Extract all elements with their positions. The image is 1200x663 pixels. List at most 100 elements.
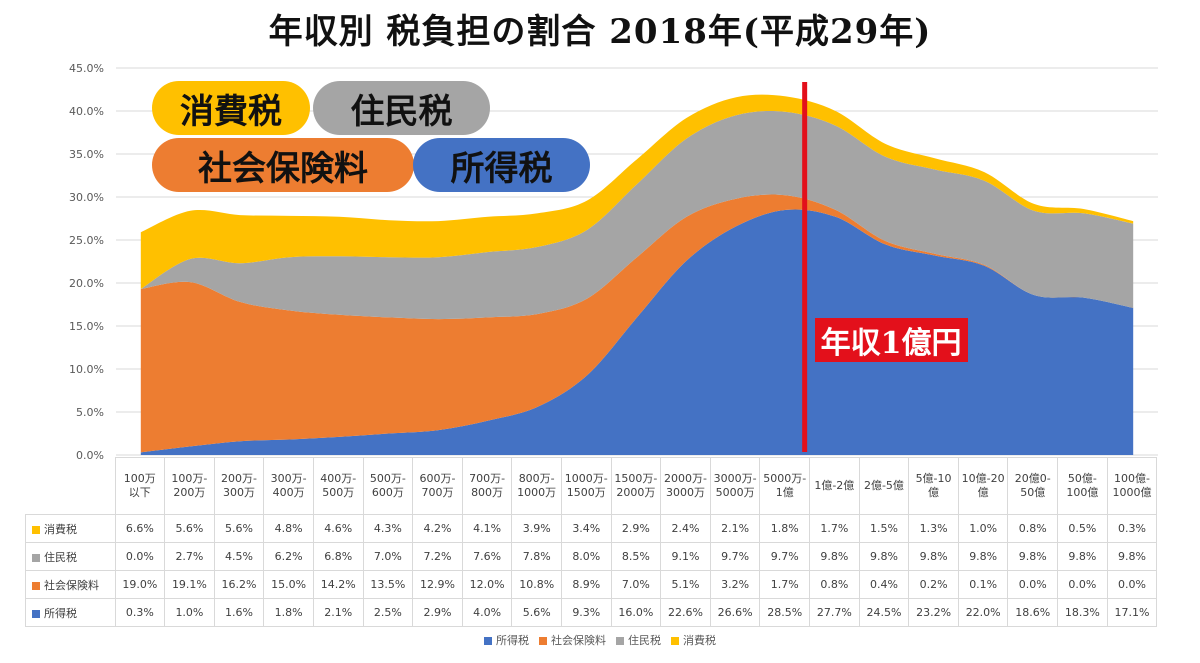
table-cell: 9.8% — [1106, 542, 1158, 571]
table-cell: 17.1% — [1106, 598, 1158, 627]
table-cell: 18.3% — [1057, 598, 1108, 627]
table-cell: 14.2% — [312, 570, 364, 599]
category-label-line: 100万- — [171, 472, 208, 485]
category-label-line: 800万 — [471, 486, 504, 499]
series-swatch — [32, 525, 40, 534]
table-cell: 28.5% — [759, 598, 811, 627]
category-label-line: 20億0- — [1014, 472, 1051, 485]
table-cell: 2.1% — [709, 514, 761, 543]
category-label-line: 3000万 — [666, 486, 705, 499]
table-cell: 4.1% — [461, 514, 513, 543]
category-label-line: 3000万- — [713, 472, 757, 485]
category-label: 10億-20 億 — [957, 457, 1009, 515]
table-cell: 8.9% — [560, 570, 612, 599]
table-cell: 6.2% — [263, 542, 314, 571]
category-label-line: 1000万- — [564, 472, 608, 485]
category-label-line: 700万- — [469, 472, 506, 485]
category-label: 50億- 100億 — [1057, 457, 1108, 515]
label-pill-income-tax: 所得税 — [413, 138, 590, 192]
table-cell: 9.8% — [1057, 542, 1108, 571]
table-corner — [25, 457, 116, 515]
table-cell: 1.7% — [759, 570, 811, 599]
chart-title: 年収別 税負担の割合 2018年(平成29年) — [268, 12, 932, 52]
table-cell: 4.5% — [213, 542, 265, 571]
table-cell: 9.3% — [560, 598, 612, 627]
category-label-line: 500万- — [369, 472, 406, 485]
area-social-insurance — [140, 194, 1134, 453]
table-cell: 9.7% — [759, 542, 811, 571]
table-cell: 2.9% — [412, 598, 463, 627]
category-label-line: 以下 — [128, 486, 151, 499]
table-cell: 9.8% — [1007, 542, 1059, 571]
table-cell: 16.0% — [610, 598, 662, 627]
category-label: 100億- 1000億 — [1106, 457, 1158, 515]
legend-item: 住民税 — [616, 632, 661, 648]
category-label-line: 1500万 — [566, 486, 606, 499]
category-label: 700万- 800万 — [461, 457, 513, 515]
category-label-line: 5億-10 — [915, 472, 952, 485]
legend-label: 社会保険料 — [551, 634, 606, 647]
table-cell: 0.0% — [1007, 570, 1059, 599]
marker-label-100m-yen: 年収1億円 — [814, 318, 968, 362]
category-label-line: 2000万- — [664, 472, 707, 485]
category-label-line: 5000万 — [715, 486, 755, 499]
table-cell: 1.0% — [957, 514, 1009, 543]
table-cell: 2.5% — [362, 598, 414, 627]
table-row-label: 住民税 — [25, 542, 116, 571]
y-tick-label: 5.0% — [76, 406, 104, 419]
category-label: 1億-2億 — [809, 457, 860, 515]
table-cell: 6.8% — [312, 542, 364, 571]
table-cell: 0.0% — [1057, 570, 1108, 599]
table-cell: 7.0% — [362, 542, 414, 571]
category-label: 300万- 400万 — [263, 457, 314, 515]
table-cell: 5.1% — [660, 570, 711, 599]
series-name: 消費税 — [44, 522, 77, 536]
area-income-tax — [140, 209, 1134, 455]
legend-label: 住民税 — [628, 634, 661, 647]
table-cell: 0.0% — [114, 542, 166, 571]
table-cell: 7.2% — [412, 542, 463, 571]
category-label: 100万- 200万 — [164, 457, 215, 515]
table-cell: 12.9% — [412, 570, 463, 599]
table-cell: 4.2% — [412, 514, 463, 543]
category-label-line: 600万 — [371, 486, 404, 499]
table-cell: 19.1% — [164, 570, 215, 599]
table-cell: 7.8% — [511, 542, 562, 571]
category-label-line: 10億-20 — [961, 472, 1005, 485]
category-label-line: 600万- — [419, 472, 456, 485]
table-cell: 2.1% — [312, 598, 364, 627]
y-tick-label: 45.0% — [69, 62, 104, 75]
table-cell: 9.8% — [809, 542, 860, 571]
table-cell: 1.5% — [858, 514, 910, 543]
table-cell: 22.0% — [957, 598, 1009, 627]
category-label: 400万- 500万 — [312, 457, 364, 515]
table-row-label: 消費税 — [25, 514, 116, 543]
table-cell: 3.2% — [709, 570, 761, 599]
table-cell: 0.0% — [1106, 570, 1158, 599]
y-tick-label: 15.0% — [69, 320, 104, 333]
y-tick-label: 10.0% — [69, 363, 104, 376]
category-label-line: 2000万 — [616, 486, 656, 499]
table-cell: 7.6% — [461, 542, 513, 571]
table-cell: 3.9% — [511, 514, 562, 543]
table-cell: 0.3% — [114, 598, 166, 627]
table-cell: 9.8% — [957, 542, 1009, 571]
category-label-line: 1500万- — [614, 472, 658, 485]
category-label: 1000万- 1500万 — [560, 457, 612, 515]
table-row-label: 所得税 — [25, 598, 116, 627]
table-cell: 0.2% — [908, 570, 959, 599]
table-cell: 26.6% — [709, 598, 761, 627]
category-label-line: 5000万- — [763, 472, 807, 485]
table-cell: 27.7% — [809, 598, 860, 627]
legend-item: 社会保険料 — [539, 632, 606, 648]
table-cell: 23.2% — [908, 598, 959, 627]
y-axis-ticks: 0.0%5.0%10.0%15.0%20.0%25.0%30.0%35.0%40… — [69, 62, 104, 462]
category-label: 600万- 700万 — [412, 457, 463, 515]
category-label: 3000万- 5000万 — [709, 457, 761, 515]
table-cell: 24.5% — [858, 598, 910, 627]
stacked-areas — [140, 94, 1134, 455]
legend-swatch — [539, 637, 547, 645]
table-cell: 18.6% — [1007, 598, 1059, 627]
table-cell: 0.8% — [809, 570, 860, 599]
category-label-line: 400万- — [320, 472, 357, 485]
